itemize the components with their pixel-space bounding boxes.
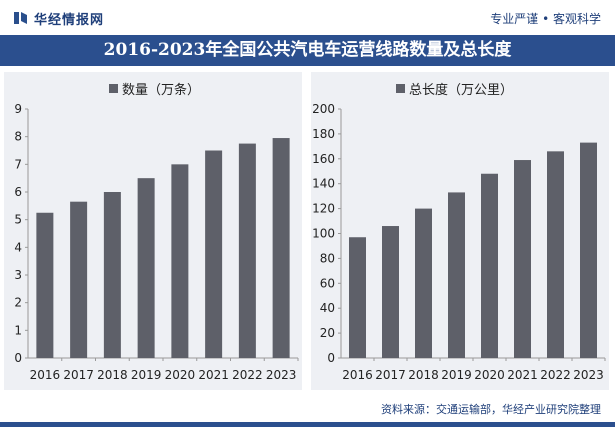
y-tick-label: 8 <box>14 130 22 144</box>
bar <box>547 151 564 358</box>
logo-icon <box>14 11 28 25</box>
x-tick-label: 2017 <box>375 368 406 382</box>
y-tick-label: 160 <box>312 152 335 166</box>
bar <box>580 142 597 358</box>
bar <box>205 150 223 358</box>
bar <box>514 160 531 358</box>
length-chart-legend: 总长度（万公里） <box>396 79 513 98</box>
x-tick-label: 2019 <box>441 368 472 382</box>
bar <box>36 212 54 358</box>
x-tick-label: 2021 <box>507 368 538 382</box>
legend-label: 数量（万条） <box>122 83 201 98</box>
y-tick-label: 100 <box>312 227 335 241</box>
bottom-rule <box>0 422 615 427</box>
bar <box>349 237 366 358</box>
bar <box>238 143 256 358</box>
chart-title: 2016-2023年全国公共汽电车运营线路数量及总长度 <box>103 40 512 60</box>
y-tick-label: 20 <box>320 326 335 340</box>
y-tick-label: 4 <box>14 240 22 254</box>
slogan: 专业严谨 • 客观科学 <box>490 12 601 26</box>
bar <box>382 226 399 358</box>
x-tick-label: 2020 <box>474 368 505 382</box>
x-tick-label: 2018 <box>408 368 439 382</box>
bar <box>171 164 189 358</box>
y-tick-label: 140 <box>312 177 335 191</box>
logo: 华经情报网 <box>14 9 105 28</box>
y-tick-label: 40 <box>320 301 335 315</box>
y-tick-label: 80 <box>320 251 335 265</box>
y-tick-label: 1 <box>14 323 22 337</box>
top-bar: 华经情报网 专业严谨 • 客观科学 <box>0 0 615 34</box>
y-tick-label: 120 <box>312 202 335 216</box>
y-tick-label: 6 <box>14 185 22 199</box>
bar <box>272 138 290 358</box>
bar <box>448 192 465 358</box>
y-tick-label: 0 <box>14 351 22 365</box>
x-tick-label: 2020 <box>165 368 196 382</box>
y-tick-label: 3 <box>14 268 22 282</box>
bar <box>103 192 121 358</box>
bar <box>70 201 88 358</box>
y-tick-label: 200 <box>312 102 335 116</box>
bar <box>137 178 155 358</box>
y-tick-label: 0 <box>327 351 335 365</box>
legend-swatch <box>396 84 405 93</box>
x-tick-label: 2022 <box>232 368 263 382</box>
legend-swatch <box>109 84 118 93</box>
x-tick-label: 2016 <box>30 368 61 382</box>
x-tick-label: 2017 <box>63 368 94 382</box>
y-tick-label: 60 <box>320 276 335 290</box>
y-tick-label: 2 <box>14 296 22 310</box>
x-tick-label: 2022 <box>540 368 571 382</box>
x-tick-label: 2016 <box>342 368 373 382</box>
x-tick-label: 2023 <box>266 368 297 382</box>
bar <box>415 208 432 358</box>
x-tick-label: 2023 <box>573 368 604 382</box>
y-tick-label: 5 <box>14 213 22 227</box>
title-bar: 2016-2023年全国公共汽电车运营线路数量及总长度 <box>0 35 615 66</box>
legend-label: 总长度（万公里） <box>409 83 514 98</box>
x-tick-label: 2021 <box>198 368 229 382</box>
count-chart-panel: 数量（万条） 0 1 2 3 4 5 6 7 8 9 2016 2017 2018 2019 2020 202… <box>4 72 302 390</box>
length-chart-panel: 总长度（万公里） 0 20 40 60 80 100 120 140 160 180 200 2016… <box>311 72 609 390</box>
count-chart: 0 1 2 3 4 5 6 7 8 9 2016 2017 2018 2019 2020 2021 2022 20… <box>14 102 299 382</box>
y-tick-label: 7 <box>14 157 22 171</box>
x-tick-label: 2018 <box>97 368 128 382</box>
y-tick-label: 9 <box>14 102 22 116</box>
y-tick-label: 180 <box>312 127 335 141</box>
source-note: 资料来源：交通运输部，华经产业研究院整理 <box>381 403 601 416</box>
logo-text: 华经情报网 <box>34 12 105 28</box>
count-chart-legend: 数量（万条） <box>109 79 200 98</box>
bar <box>481 173 498 358</box>
x-tick-label: 2019 <box>131 368 162 382</box>
